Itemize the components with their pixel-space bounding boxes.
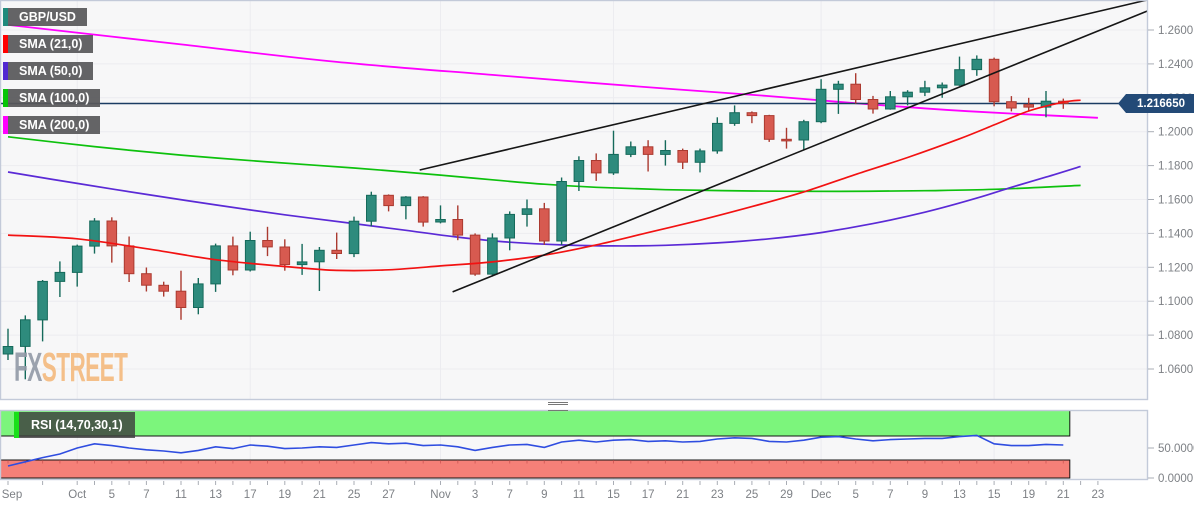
- legend-item-sma200[interactable]: SMA (200,0): [3, 116, 101, 134]
- price-axis[interactable]: [1148, 0, 1194, 480]
- svg-text:23: 23: [711, 489, 724, 501]
- svg-text:29: 29: [780, 489, 793, 501]
- svg-text:15: 15: [988, 489, 1001, 501]
- svg-text:9: 9: [922, 489, 928, 501]
- sma21-accent-bar: [3, 35, 8, 53]
- svg-text:1.1400: 1.1400: [1158, 228, 1193, 240]
- svg-text:1.0600: 1.0600: [1158, 364, 1193, 376]
- fxstreet-watermark-logo: FXSTREET: [14, 344, 128, 390]
- svg-text:3: 3: [472, 489, 478, 501]
- pair-accent-bar: [3, 8, 8, 26]
- svg-text:7: 7: [143, 489, 149, 501]
- svg-text:1.1200: 1.1200: [1158, 262, 1193, 274]
- rsi-label-text: RSI (14,70,30,1): [19, 412, 135, 438]
- sma200-accent-bar: [3, 116, 8, 134]
- svg-text:1.1000: 1.1000: [1158, 296, 1193, 308]
- svg-text:9: 9: [541, 489, 547, 501]
- svg-text:13: 13: [209, 489, 222, 501]
- svg-text:5: 5: [852, 489, 858, 501]
- svg-text:11: 11: [573, 489, 585, 501]
- svg-text:1.0800: 1.0800: [1158, 330, 1193, 342]
- svg-text:25: 25: [348, 489, 361, 501]
- svg-text:50.0000: 50.0000: [1158, 443, 1194, 455]
- svg-text:25: 25: [746, 489, 759, 501]
- svg-text:1.2000: 1.2000: [1158, 127, 1193, 139]
- svg-text:21: 21: [676, 489, 689, 501]
- svg-text:Dec: Dec: [811, 489, 832, 501]
- svg-text:1.1800: 1.1800: [1158, 161, 1193, 173]
- indicator-legend: GBP/USD SMA (21,0) SMA (50,0) SMA (100,0…: [3, 8, 101, 134]
- watermark-fx-text: FX: [14, 344, 42, 390]
- sma21-label: SMA (21,0): [8, 35, 94, 53]
- svg-text:17: 17: [642, 489, 655, 501]
- svg-text:13: 13: [953, 489, 966, 501]
- svg-text:7: 7: [887, 489, 893, 501]
- watermark-street-text: STREET: [41, 344, 128, 390]
- svg-text:7: 7: [506, 489, 512, 501]
- svg-text:5: 5: [109, 489, 115, 501]
- pair-label: GBP/USD: [8, 8, 87, 26]
- sma100-accent-bar: [3, 89, 8, 107]
- pane-separator-handle[interactable]: [548, 402, 568, 411]
- svg-text:15: 15: [607, 489, 620, 501]
- svg-text:1.1600: 1.1600: [1158, 195, 1193, 207]
- svg-text:17: 17: [244, 489, 257, 501]
- svg-text:23: 23: [1092, 489, 1105, 501]
- sma100-label: SMA (100,0): [8, 89, 101, 107]
- rsi-accent-bar: [14, 412, 19, 438]
- rsi-indicator-label[interactable]: RSI (14,70,30,1): [14, 412, 135, 438]
- svg-text:19: 19: [278, 489, 291, 501]
- svg-text:21: 21: [313, 489, 326, 501]
- svg-text:1.2600: 1.2600: [1158, 25, 1193, 37]
- svg-text:11: 11: [175, 489, 187, 501]
- svg-text:Nov: Nov: [430, 489, 451, 501]
- legend-item-sma21[interactable]: SMA (21,0): [3, 35, 100, 53]
- svg-text:Oct: Oct: [68, 489, 87, 501]
- sma50-label: SMA (50,0): [8, 62, 94, 80]
- svg-text:Sep: Sep: [2, 489, 22, 501]
- sma200-label: SMA (200,0): [8, 116, 101, 134]
- svg-text:27: 27: [382, 489, 395, 501]
- svg-text:19: 19: [1022, 489, 1035, 501]
- time-axis[interactable]: [0, 482, 1148, 506]
- svg-text:1.2400: 1.2400: [1158, 59, 1193, 71]
- legend-item-sma100[interactable]: SMA (100,0): [3, 89, 101, 107]
- legend-item-pair[interactable]: GBP/USD: [3, 8, 100, 26]
- svg-text:0.0000: 0.0000: [1158, 473, 1193, 485]
- legend-item-sma50[interactable]: SMA (50,0): [3, 62, 100, 80]
- svg-text:21: 21: [1057, 489, 1070, 501]
- sma50-accent-bar: [3, 62, 8, 80]
- last-price-badge: 1.216650: [1118, 94, 1194, 113]
